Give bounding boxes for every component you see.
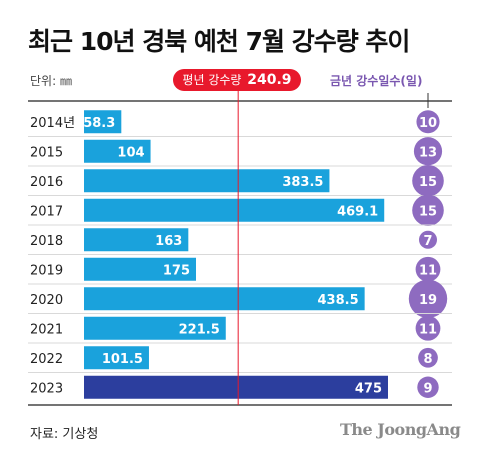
rain-days-value: 15 [419, 175, 437, 190]
source-note: 자료: 기상청 [30, 427, 99, 442]
rain-days-circle [412, 194, 444, 227]
bar-value-label: 438.5 [318, 293, 359, 308]
rain-days-legend: 금년 강수일수(일) [330, 74, 423, 88]
year-label: 2017 [30, 204, 63, 219]
rain-days-circle [416, 110, 440, 134]
bar-value-label: 221.5 [179, 322, 220, 337]
bar-2017 [84, 198, 385, 222]
rain-days-circle [419, 230, 437, 249]
average-badge: 평년 강수량 240.9 [173, 69, 301, 91]
year-label: 2021 [30, 322, 63, 337]
bar-value-label: 475 [355, 381, 382, 396]
rain-days-circle [413, 137, 443, 166]
bar-value-label: 104 [117, 145, 144, 160]
rain-days-circle [415, 315, 441, 341]
bar-2021 [84, 316, 226, 340]
publisher-logo: The JoongAng [340, 420, 461, 439]
rain-days-circle [412, 164, 444, 197]
rain-days-value: 11 [419, 322, 437, 337]
rain-days-value: 10 [419, 116, 437, 131]
bar-2014년 [84, 110, 122, 134]
bar-value-label: 58.3 [83, 116, 115, 131]
year-label: 2016 [30, 175, 63, 190]
rain-days-value: 13 [419, 145, 437, 160]
bar-2018 [84, 228, 189, 252]
year-label: 2022 [30, 352, 63, 367]
bar-value-label: 175 [163, 263, 190, 278]
rain-days-circle [418, 347, 438, 368]
year-label: 2018 [30, 234, 63, 249]
bar-2023 [84, 375, 388, 399]
bar-2022 [84, 346, 149, 370]
average-label: 평년 강수량 [182, 73, 242, 87]
rain-days-value: 9 [423, 381, 432, 396]
unit-label: 단위: ㎜ [30, 74, 72, 88]
bar-value-label: 163 [155, 234, 182, 249]
bar-2016 [84, 169, 330, 193]
rain-days-circle [415, 256, 441, 282]
rain-days-value: 19 [419, 293, 437, 308]
bar-value-label: 101.5 [102, 352, 143, 367]
rain-days-circle [417, 376, 439, 398]
rain-days-value: 11 [419, 263, 437, 278]
year-label: 2015 [30, 145, 63, 160]
year-label: 2023 [30, 381, 63, 396]
year-label: 2020 [30, 293, 63, 308]
year-label: 2014년 [30, 116, 75, 131]
rain-days-value: 8 [423, 352, 432, 367]
year-label: 2019 [30, 263, 63, 278]
bar-2019 [84, 257, 196, 281]
rain-days-circle [408, 279, 448, 318]
rain-days-value: 15 [419, 204, 437, 219]
bar-2015 [84, 139, 151, 163]
bar-value-label: 383.5 [282, 175, 323, 190]
bar-2020 [84, 287, 365, 311]
bar-value-label: 469.1 [337, 204, 378, 219]
average-value: 240.9 [247, 72, 292, 88]
chart-title: 최근 10년 경북 예천 7월 강수량 추이 [28, 27, 410, 56]
rain-days-value: 7 [423, 234, 432, 249]
